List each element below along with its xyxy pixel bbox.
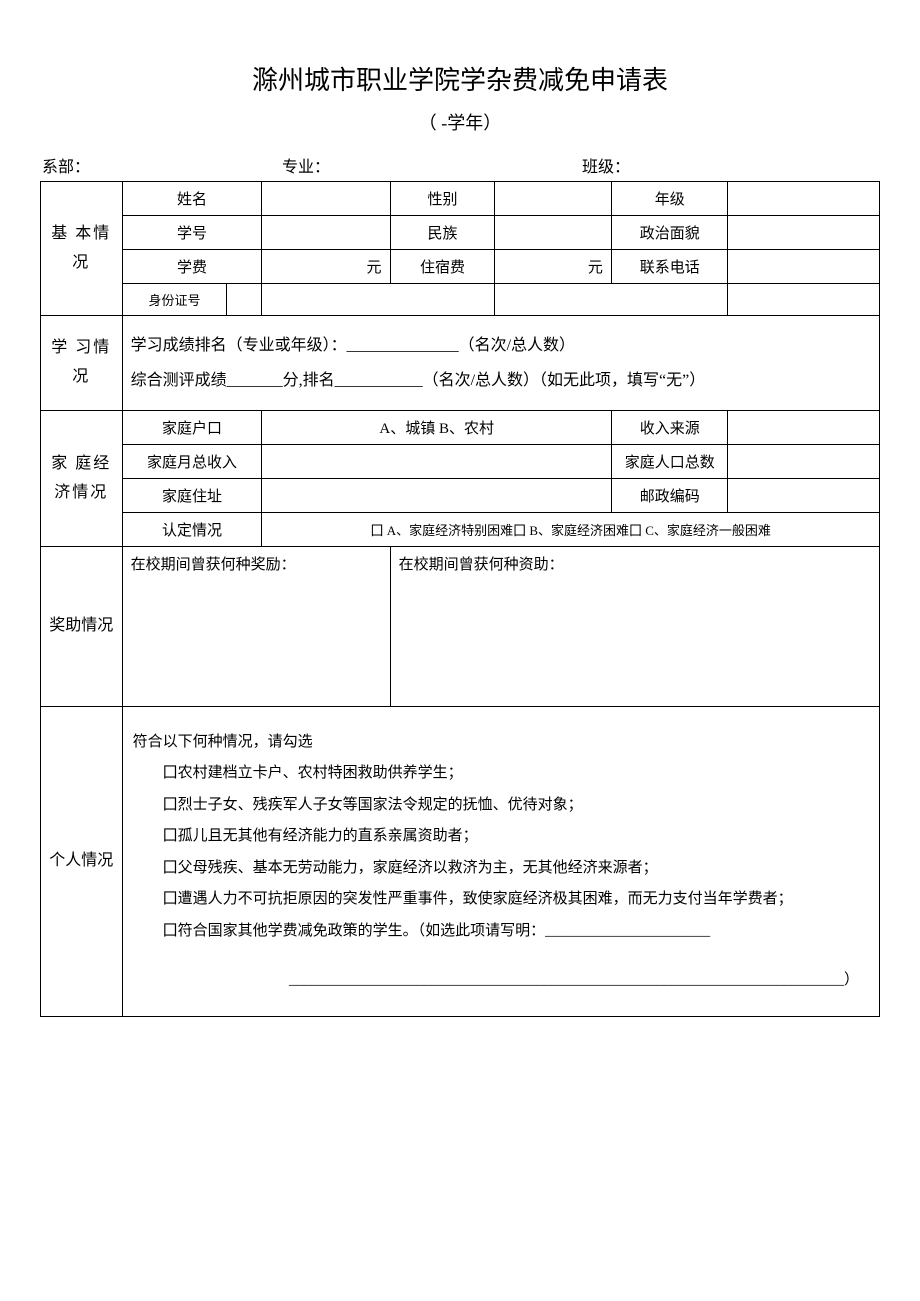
idcard-value1[interactable] bbox=[262, 284, 495, 316]
basic-section-label: 基 本情况 bbox=[41, 182, 123, 316]
award-section-label: 奖助情况 bbox=[41, 547, 123, 707]
personal-item6-end: ________________________________________… bbox=[133, 965, 869, 997]
personal-item6[interactable]: 囗符合国家其他学费减免政策的学生。（如选此项请写明：______________… bbox=[133, 916, 869, 948]
student-id-label: 学号 bbox=[122, 216, 262, 250]
determine-label: 认定情况 bbox=[122, 513, 262, 547]
political-label: 政治面貌 bbox=[611, 216, 728, 250]
personal-item3[interactable]: 囗孤儿且无其他有经济能力的直系亲属资助者； bbox=[133, 821, 869, 853]
tuition-label: 学费 bbox=[122, 250, 262, 284]
personal-item5[interactable]: 囗遭遇人力不可抗拒原因的突发性严重事件，致使家庭经济极其困难，而无力支付当年学费… bbox=[133, 884, 869, 916]
form-table: 基 本情况 姓名 性别 年级 学号 民族 政治面貌 学费 元 住宿费 元 联系电… bbox=[40, 181, 880, 1017]
ethnicity-label: 民族 bbox=[390, 216, 495, 250]
idcard-label: 身份证号 bbox=[122, 284, 227, 316]
tuition-value[interactable]: 元 bbox=[262, 250, 390, 284]
header-row: 系部： 专业： 班级： bbox=[40, 153, 880, 177]
monthly-income-value[interactable] bbox=[262, 445, 612, 479]
grade-value[interactable] bbox=[728, 182, 880, 216]
population-value[interactable] bbox=[728, 445, 880, 479]
determine-value[interactable]: 囗 A、家庭经济特别困难囗 B、家庭经济困难囗 C、家庭经济一般困难 bbox=[262, 513, 880, 547]
dorm-label: 住宿费 bbox=[390, 250, 495, 284]
income-source-value[interactable] bbox=[728, 411, 880, 445]
grade-label: 年级 bbox=[611, 182, 728, 216]
major-label: 专业： bbox=[282, 153, 582, 177]
gender-value[interactable] bbox=[495, 182, 612, 216]
study-content[interactable]: 学习成绩排名（专业或年级）：______________（名次/总人数） 综合测… bbox=[122, 316, 879, 411]
phone-value[interactable] bbox=[728, 250, 880, 284]
address-label: 家庭住址 bbox=[122, 479, 262, 513]
personal-item2[interactable]: 囗烈士子女、残疾军人子女等国家法令规定的抚恤、优待对象； bbox=[133, 790, 869, 822]
dept-label: 系部： bbox=[42, 153, 282, 177]
award-support[interactable]: 在校期间曾获何种资助： bbox=[390, 547, 879, 707]
class-label: 班级： bbox=[582, 153, 878, 177]
phone-label: 联系电话 bbox=[611, 250, 728, 284]
award-reward[interactable]: 在校期间曾获何种奖励： bbox=[122, 547, 390, 707]
study-line1: 学习成绩排名（专业或年级）：______________（名次/总人数） bbox=[131, 328, 871, 363]
subtitle: （ -学年） bbox=[40, 109, 880, 135]
page-title: 滁州城市职业学院学杂费减免申请表 bbox=[40, 60, 880, 97]
postcode-value[interactable] bbox=[728, 479, 880, 513]
student-id-value[interactable] bbox=[262, 216, 390, 250]
personal-item1[interactable]: 囗农村建档立卡户、农村特困救助供养学生； bbox=[133, 758, 869, 790]
name-value[interactable] bbox=[262, 182, 390, 216]
dorm-value[interactable]: 元 bbox=[495, 250, 612, 284]
address-value[interactable] bbox=[262, 479, 612, 513]
family-section-label: 家 庭经济情况 bbox=[41, 411, 123, 547]
idcard-value2[interactable] bbox=[495, 284, 728, 316]
personal-section-label: 个人情况 bbox=[41, 707, 123, 1017]
study-line2: 综合测评成绩_______分,排名___________（名次/总人数）（如无此… bbox=[131, 363, 871, 398]
personal-intro: 符合以下何种情况，请勾选 bbox=[133, 727, 869, 759]
study-section-label: 学 习情况 bbox=[41, 316, 123, 411]
name-label: 姓名 bbox=[122, 182, 262, 216]
monthly-income-label: 家庭月总收入 bbox=[122, 445, 262, 479]
hukou-value[interactable]: A、城镇 B、农村 bbox=[262, 411, 612, 445]
hukou-label: 家庭户口 bbox=[122, 411, 262, 445]
ethnicity-value[interactable] bbox=[495, 216, 612, 250]
income-source-label: 收入来源 bbox=[611, 411, 728, 445]
postcode-label: 邮政编码 bbox=[611, 479, 728, 513]
idcard-value3[interactable] bbox=[728, 284, 880, 316]
personal-content[interactable]: 符合以下何种情况，请勾选 囗农村建档立卡户、农村特困救助供养学生； 囗烈士子女、… bbox=[122, 707, 879, 1017]
gender-label: 性别 bbox=[390, 182, 495, 216]
personal-item4[interactable]: 囗父母残疾、基本无劳动能力，家庭经济以救济为主，无其他经济来源者； bbox=[133, 853, 869, 885]
population-label: 家庭人口总数 bbox=[611, 445, 728, 479]
idcard-gap[interactable] bbox=[227, 284, 262, 316]
political-value[interactable] bbox=[728, 216, 880, 250]
